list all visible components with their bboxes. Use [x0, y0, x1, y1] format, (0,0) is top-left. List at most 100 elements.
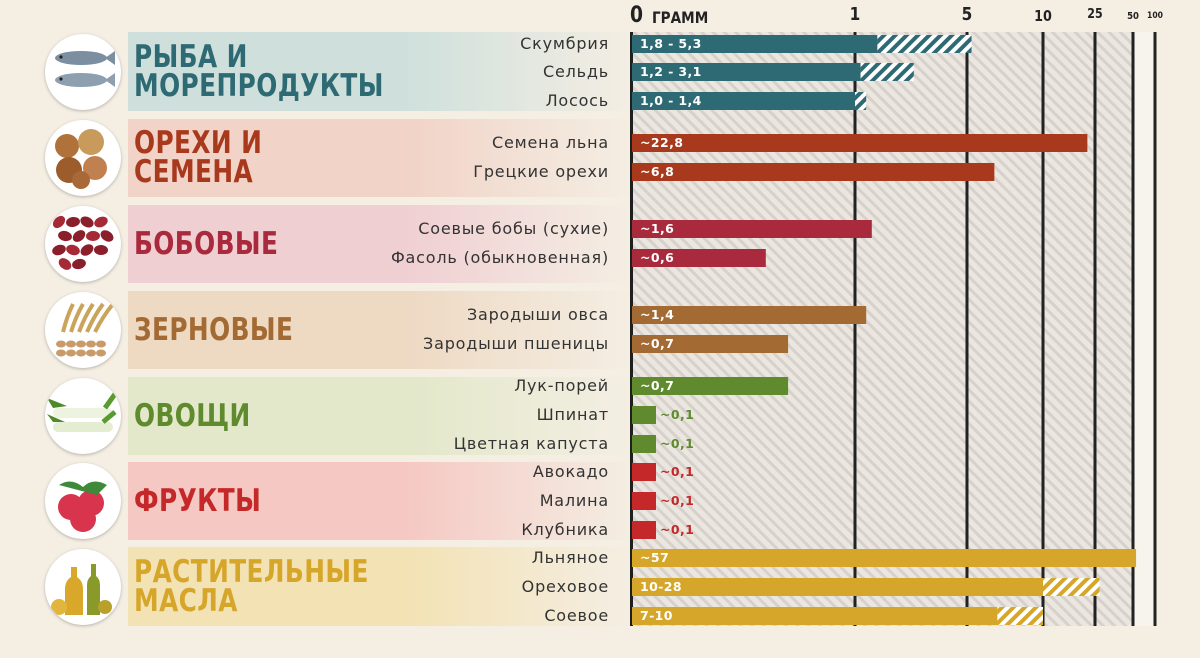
value-label: ~0,1 — [660, 436, 695, 451]
bar-range-hatch — [855, 92, 867, 110]
bar — [632, 377, 789, 395]
item-label: Соевые бобы (сухие) — [418, 219, 609, 238]
category-title: ЗЕРНОВЫЕ — [134, 311, 294, 348]
value-label: ~0,7 — [640, 336, 675, 351]
category-title-line: БОБОВЫЕ — [134, 225, 279, 262]
category-band — [128, 377, 632, 455]
category-band — [128, 547, 632, 626]
category-title-line: СЕМЕНА — [134, 154, 254, 190]
value-label: 10-28 — [640, 579, 682, 594]
item-label: Лук-порей — [514, 376, 609, 395]
bar — [632, 220, 872, 238]
bar — [632, 549, 1137, 567]
bar — [632, 492, 656, 510]
bar — [632, 163, 995, 181]
bar — [632, 92, 867, 110]
gridline-5 — [965, 32, 969, 626]
bar — [632, 335, 789, 353]
axis-tick-label: 50 — [1127, 11, 1139, 22]
item-label: Зародыши пшеницы — [423, 334, 609, 353]
category-title: РЫБА И МОРЕПРОДУКТЫ — [134, 38, 384, 104]
category-title-line: ОРЕХИ И — [134, 125, 263, 161]
bar-solid — [632, 134, 1088, 152]
bar-solid — [632, 35, 878, 53]
category-title-line: ФРУКТЫ — [134, 482, 262, 519]
category-title: БОБОВЫЕ — [134, 225, 279, 262]
category-band — [128, 462, 632, 540]
nuts-icon — [45, 120, 121, 196]
axis-unit-label: ГРАММ — [652, 8, 709, 27]
category-title: ОРЕХИ И СЕМЕНА — [134, 125, 263, 190]
bar-solid — [632, 63, 861, 81]
item-label: Фасоль (обыкновенная) — [390, 248, 609, 267]
value-label: ~0,1 — [660, 464, 695, 479]
bar — [632, 134, 1088, 152]
category-title: ФРУКТЫ — [134, 482, 262, 519]
bar — [632, 249, 766, 267]
bar-range-hatch — [997, 607, 1043, 625]
item-label: Лосось — [545, 91, 609, 110]
item-label: Шпинат — [536, 405, 609, 424]
category-title-line: РЫБА И — [134, 38, 248, 75]
category-title-line: МОРЕПРОДУКТЫ — [134, 67, 384, 104]
axis-tick-label: 100 — [1147, 11, 1163, 21]
category-title: РАСТИТЕЛЬНЫЕ МАСЛА — [134, 553, 369, 619]
value-label: 1,2 - 3,1 — [640, 64, 702, 79]
bar-solid — [632, 549, 1137, 567]
bar-solid — [632, 406, 656, 424]
item-label: Сельдь — [543, 62, 609, 81]
category-title-line: ОВОЩИ — [134, 397, 251, 434]
bar-solid — [632, 521, 656, 539]
item-label: Соевое — [544, 606, 609, 625]
axis-tick-label: 10 — [1034, 7, 1052, 25]
category-title-line: РАСТИТЕЛЬНЫЕ — [134, 553, 369, 590]
item-label: Грецкие орехи — [473, 162, 609, 181]
axis-tick-label: 25 — [1087, 7, 1103, 22]
value-label: ~0,1 — [660, 522, 695, 537]
axis-zero-line — [630, 32, 633, 626]
bar-solid — [632, 578, 1043, 596]
bar — [632, 578, 1100, 596]
leek-icon — [45, 378, 121, 454]
category-title-line: МАСЛА — [134, 582, 238, 619]
value-label: ~0,1 — [660, 407, 695, 422]
bar-solid — [632, 463, 656, 481]
value-label: ~0,7 — [640, 378, 675, 393]
item-label: Скумбрия — [520, 34, 609, 53]
plot-area-tail — [1133, 32, 1155, 626]
bar-range-hatch — [860, 63, 914, 81]
bar-solid — [632, 435, 656, 453]
bar-solid — [632, 607, 998, 625]
axis-tick-label: 5 — [961, 4, 973, 25]
bar — [632, 463, 656, 481]
bar-solid — [632, 249, 766, 267]
value-label: ~6,8 — [640, 164, 675, 179]
bar — [632, 607, 1043, 625]
bar-range-hatch — [1043, 578, 1100, 596]
bar-solid — [632, 163, 995, 181]
category-band — [128, 32, 632, 111]
bar-solid — [632, 492, 656, 510]
plot-area-hatch — [632, 32, 1155, 626]
category-band — [128, 119, 632, 197]
value-label: ~1,4 — [640, 307, 675, 322]
item-label: Малина — [539, 491, 609, 510]
bar-solid — [632, 220, 872, 238]
gridline-50 — [1131, 32, 1135, 626]
bar-solid — [632, 92, 855, 110]
bar — [632, 35, 972, 53]
value-label: ~57 — [640, 550, 670, 565]
item-label: Авокадо — [532, 462, 609, 481]
value-label: ~22,8 — [640, 135, 684, 150]
item-label: Льняное — [531, 548, 609, 567]
gridline-100 — [1153, 32, 1157, 626]
value-label: ~1,6 — [640, 221, 675, 236]
bar — [632, 306, 867, 324]
bar-solid — [632, 335, 789, 353]
bar — [632, 521, 656, 539]
axis-tick-label: 1 — [849, 4, 861, 25]
category-title-line: ЗЕРНОВЫЕ — [134, 311, 294, 348]
beans-icon — [45, 206, 121, 282]
